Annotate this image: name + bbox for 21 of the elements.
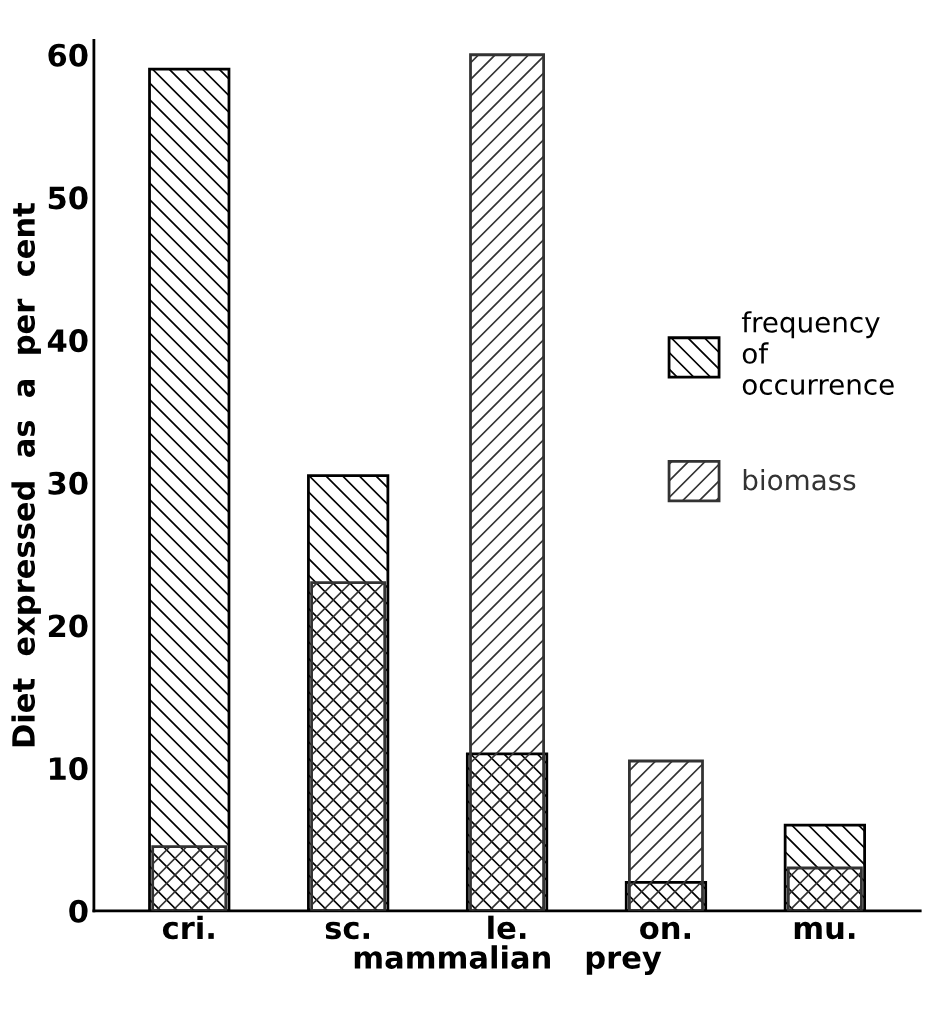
- legend-label: biomass: [743, 468, 856, 491]
- x-tick-label: le.: [488, 915, 526, 940]
- bar: [786, 866, 863, 911]
- y-tick-label: 10: [49, 757, 88, 781]
- x-axis-title: mammalian prey: [354, 945, 662, 976]
- bar: [469, 53, 545, 911]
- y-tick-label: 40: [47, 329, 88, 353]
- x-tick-label: cri.: [162, 915, 214, 940]
- bar: [151, 845, 228, 911]
- y-axis-title: Diet expressed as a per cent: [11, 202, 41, 747]
- x-tick-label: mu.: [794, 921, 855, 940]
- x-tick-label: sc.: [325, 921, 369, 940]
- bar: [310, 581, 387, 911]
- y-tick-label: 20: [48, 614, 88, 638]
- bar: [628, 759, 704, 911]
- legend-label: frequency of occurrence: [741, 311, 894, 395]
- y-tick-label: 0: [69, 899, 88, 923]
- x-tick-label: on.: [640, 921, 691, 940]
- y-tick-label: 50: [48, 186, 88, 210]
- y-tick-label: 30: [48, 471, 88, 495]
- y-tick-label: 60: [48, 43, 88, 67]
